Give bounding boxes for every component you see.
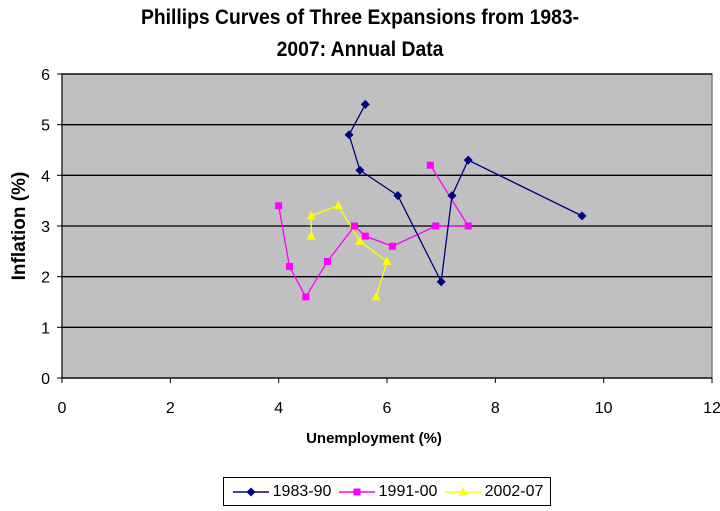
data-point — [306, 231, 316, 240]
x-tick-label: 4 — [274, 400, 283, 417]
data-point — [464, 222, 472, 230]
chart-title: Phillips Curves of Three Expansions from… — [29, 2, 691, 66]
x-tick-label: 12 — [703, 400, 720, 417]
data-point — [577, 211, 587, 221]
y-tick-label: 4 — [41, 168, 50, 185]
y-tick-label: 1 — [41, 320, 50, 337]
data-point — [463, 155, 473, 165]
legend-label: 1991-00 — [378, 482, 438, 500]
data-point — [447, 191, 457, 201]
chart-title-line-2: 2007: Annual Data — [276, 38, 444, 61]
data-point — [344, 130, 354, 140]
data-point — [432, 222, 440, 230]
legend: 1983-90 1991-00 2002-07 — [223, 477, 551, 506]
legend-item-1983-90: 1983-90 — [231, 482, 332, 501]
data-point — [355, 236, 365, 245]
y-tick-label: 0 — [41, 371, 50, 388]
data-point — [302, 293, 310, 301]
legend-label: 2002-07 — [484, 482, 544, 500]
series-1991-00 — [275, 161, 472, 301]
data-point — [426, 161, 434, 169]
data-point — [275, 202, 283, 210]
chart-title-line-1: Phillips Curves of Three Expansions from… — [140, 6, 580, 29]
data-point — [436, 277, 446, 287]
x-axis-label: Unemployment (%) — [306, 430, 442, 447]
data-point — [286, 263, 293, 271]
data-point — [306, 210, 316, 220]
data-point — [323, 257, 331, 265]
y-tick-label: 5 — [41, 118, 50, 135]
data-point — [355, 165, 365, 175]
series-1983-90 — [344, 99, 587, 287]
data-point — [388, 242, 396, 250]
data-point — [360, 99, 370, 109]
series-line — [348, 104, 583, 284]
square-marker-icon — [338, 488, 375, 495]
data-point — [393, 191, 403, 201]
legend-item-2002-07: 2002-07 — [443, 482, 544, 501]
series-2002-07 — [306, 200, 392, 301]
x-tick-label: 0 — [58, 400, 67, 417]
x-tick-label: 6 — [383, 400, 392, 417]
y-tick-label: 6 — [41, 67, 50, 84]
x-tick-label: 2 — [166, 400, 175, 417]
legend-item-1991-00: 1991-00 — [337, 482, 438, 501]
data-point — [333, 200, 343, 210]
legend-label: 1983-90 — [272, 482, 332, 500]
data-point — [371, 291, 381, 301]
data-point — [351, 222, 358, 230]
x-tick-label: 10 — [595, 400, 613, 417]
y-tick-label: 3 — [41, 219, 50, 236]
data-point — [382, 256, 392, 265]
diamond-marker-icon — [232, 487, 269, 496]
data-point — [361, 232, 369, 240]
y-tick-label: 2 — [41, 270, 50, 287]
x-tick-label: 8 — [491, 400, 500, 417]
series-line — [278, 164, 470, 299]
triangle-marker-icon — [444, 486, 481, 495]
